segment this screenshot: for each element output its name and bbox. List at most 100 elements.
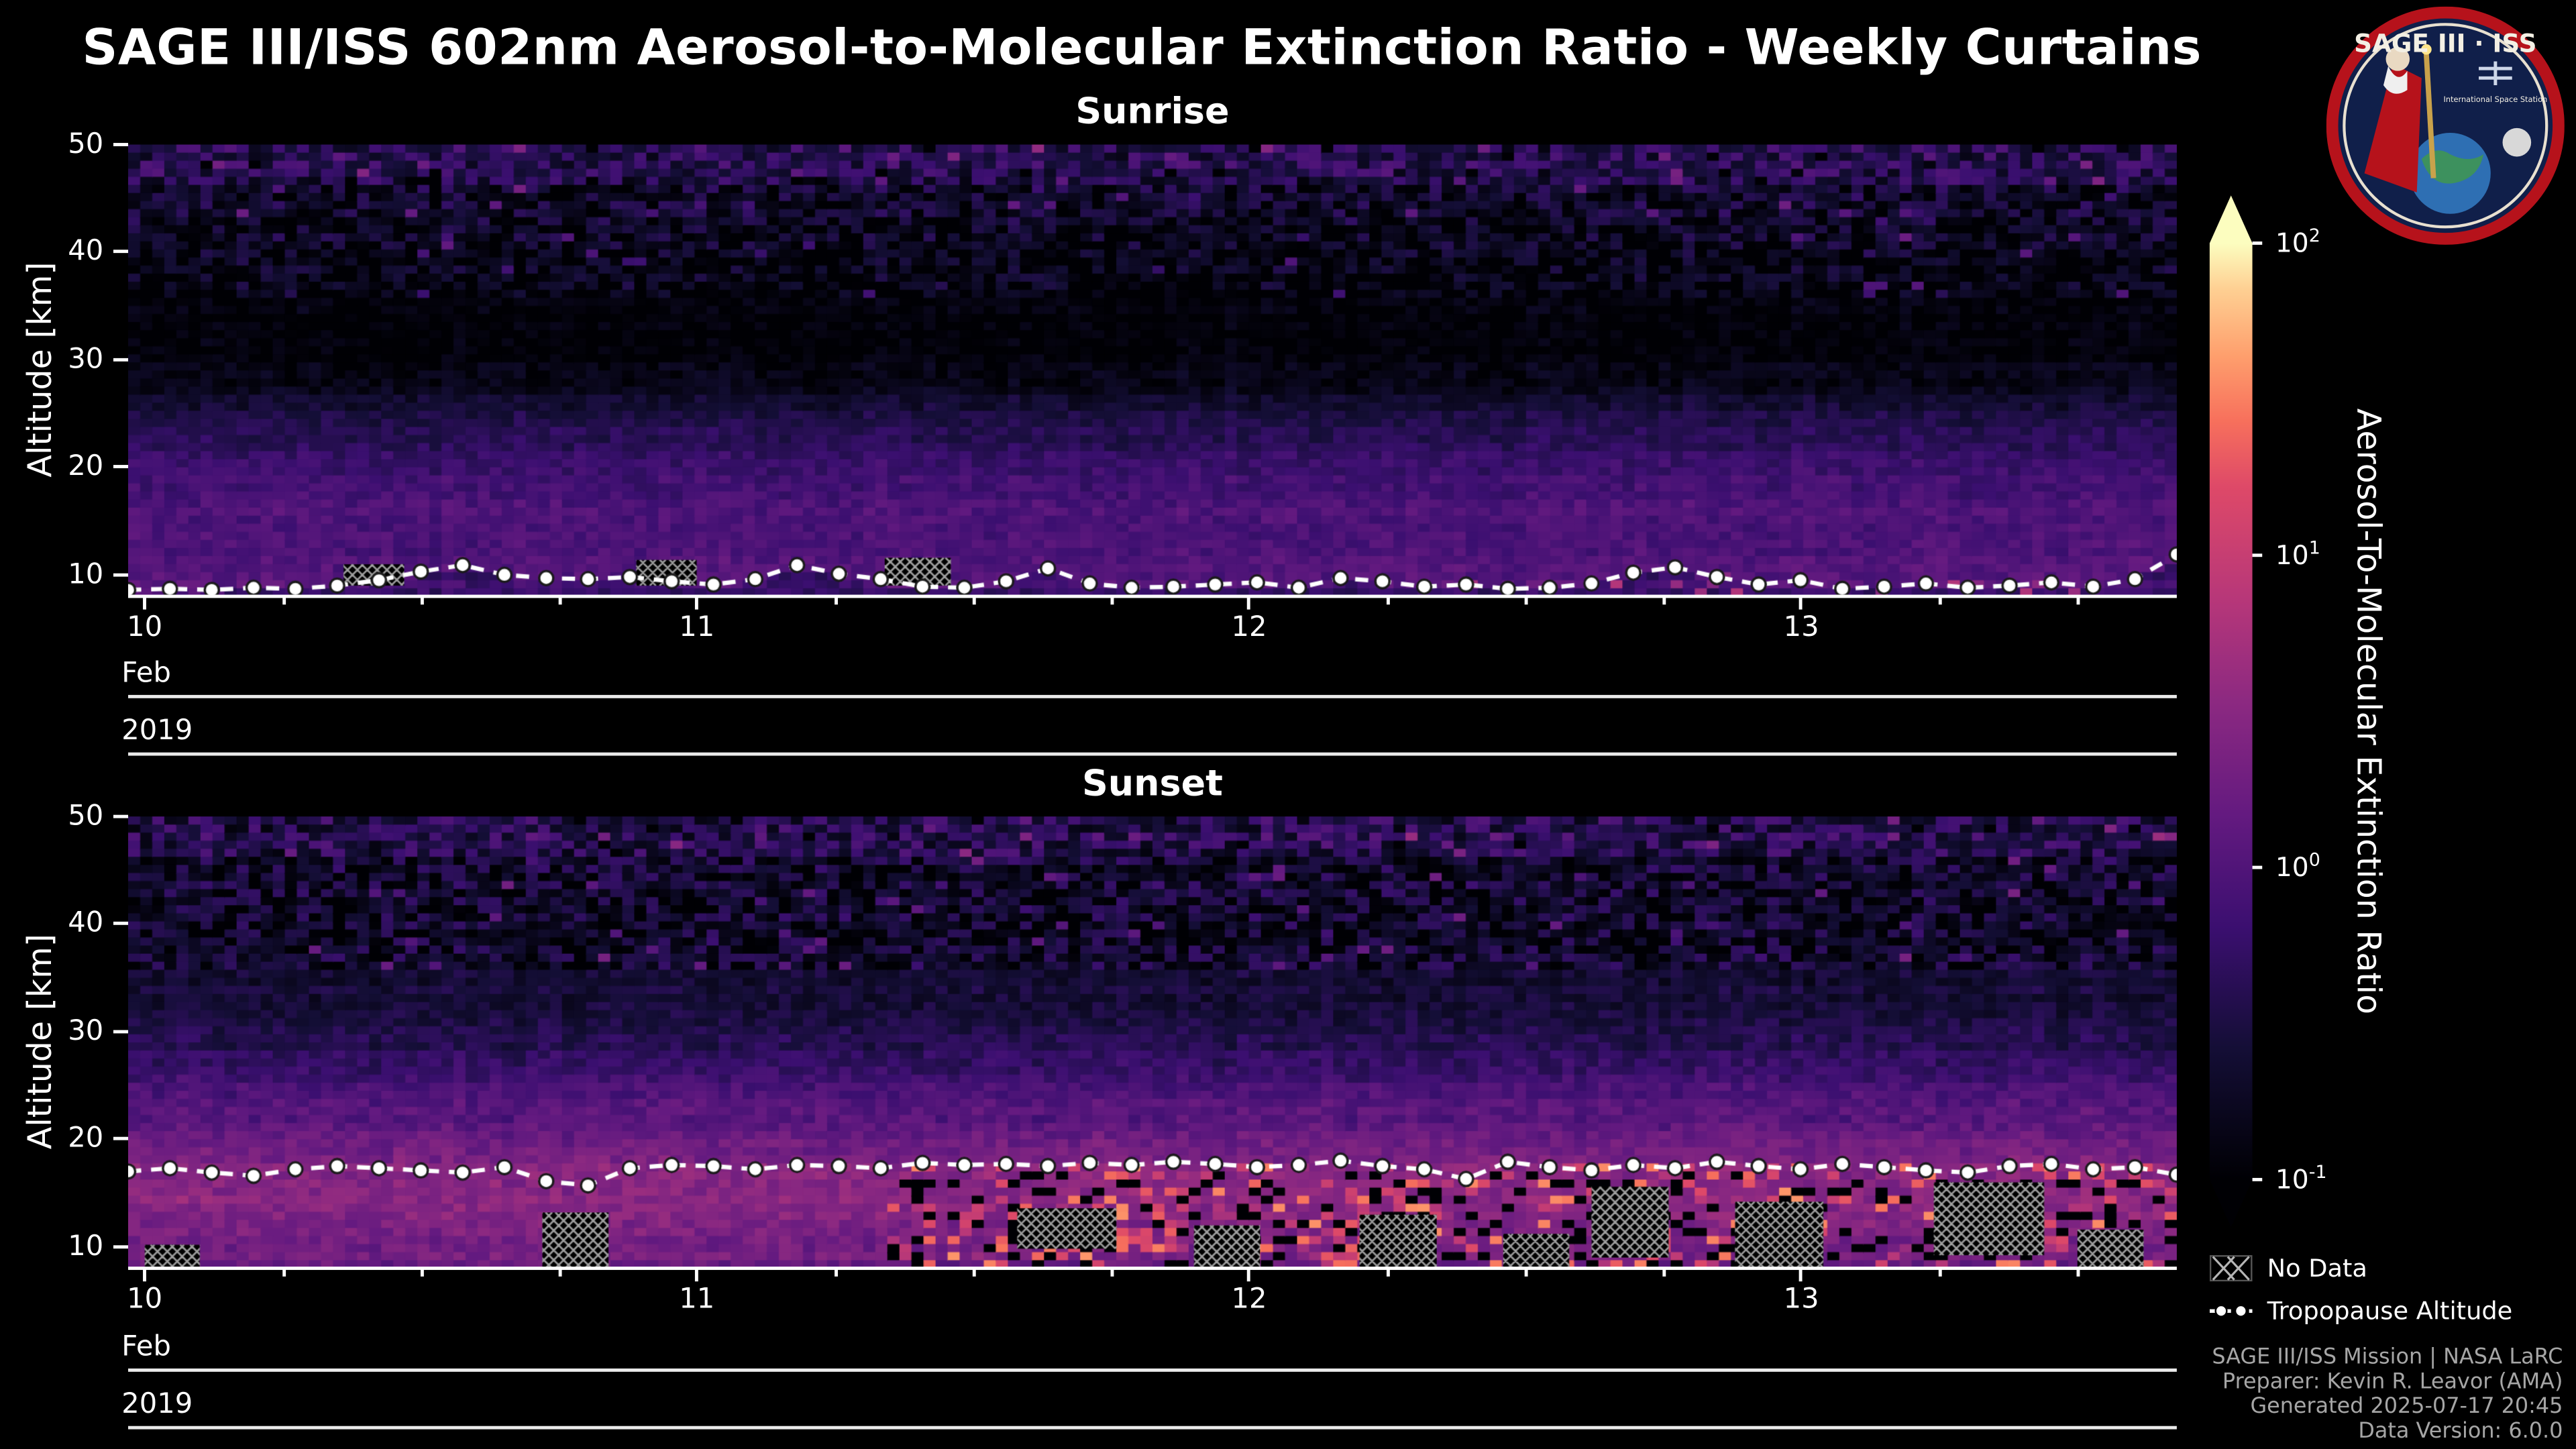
x-tick-mark — [695, 596, 699, 610]
y-axis-label-sunset: Altitude [km] — [19, 934, 60, 1150]
colorbar-tick-mark — [2252, 865, 2263, 869]
x-minor-tick-mark — [1663, 596, 1666, 605]
month-separator-line-sunrise — [128, 694, 2177, 698]
logo-staff — [2423, 54, 2436, 178]
credits-mission: SAGE III/ISS Mission | NASA LaRC — [2212, 1345, 2563, 1371]
x-tick-label: 12 — [1231, 1283, 1267, 1316]
x-tick-mark — [143, 1268, 147, 1282]
sunset-panel-title: Sunset — [1081, 763, 1223, 806]
x-minor-tick-mark — [1663, 1268, 1666, 1277]
logo-staff-star — [2421, 44, 2432, 55]
colorbar-tick-mark — [2252, 1177, 2263, 1181]
sage-iss-logo: SAGE III · ISS International Space Stati… — [2326, 6, 2565, 245]
x-minor-tick-mark — [973, 1268, 976, 1277]
x-minor-tick-mark — [1939, 1268, 1942, 1277]
x-tick-mark — [143, 596, 147, 610]
y-tick-mark — [113, 1245, 129, 1248]
year-label-sunrise: 2019 — [121, 714, 193, 748]
month-label-sunrise: Feb — [121, 657, 171, 690]
x-tick-mark — [1247, 1268, 1251, 1282]
tropopause-line-icon — [2209, 1304, 2253, 1318]
x-minor-tick-mark — [835, 1268, 838, 1277]
sunrise-heatmap — [128, 144, 2177, 596]
x-minor-tick-mark — [1525, 1268, 1528, 1277]
x-minor-tick-mark — [421, 596, 423, 605]
x-minor-tick-mark — [2077, 1268, 2080, 1277]
x-minor-tick-mark — [1525, 596, 1528, 605]
year-separator-line-sunset — [128, 1426, 2177, 1429]
y-axis-label-sunrise: Altitude [km] — [19, 262, 60, 478]
x-tick-label: 10 — [127, 1283, 163, 1316]
y-tick-mark — [113, 358, 129, 362]
x-tick-label: 13 — [1783, 611, 1819, 645]
y-tick-mark — [113, 922, 129, 926]
x-minor-tick-mark — [282, 596, 286, 605]
y-tick-mark — [113, 143, 129, 146]
x-tick-label: 11 — [679, 1283, 715, 1316]
logo-title: SAGE III · ISS — [2354, 28, 2536, 58]
colorbar-tick-label: 101 — [2275, 537, 2320, 571]
logo-wizard — [2364, 64, 2422, 193]
sunset-heatmap — [128, 816, 2177, 1269]
y-tick-label: 10 — [68, 1230, 104, 1263]
x-minor-tick-mark — [1111, 1268, 1114, 1277]
x-tick-mark — [1799, 1268, 1803, 1282]
no-data-hatch-icon — [2209, 1255, 2253, 1282]
colorbar-tick-mark — [2252, 553, 2263, 557]
logo-iss-sketch — [2479, 61, 2512, 85]
colorbar-arrow-top — [2209, 195, 2253, 244]
y-tick-mark — [113, 466, 129, 469]
legend-tropopause: Tropopause Altitude — [2209, 1296, 2513, 1326]
colorbar-tick-mark — [2252, 241, 2263, 245]
x-tick-mark — [695, 1268, 699, 1282]
x-tick-label: 11 — [679, 611, 715, 645]
x-minor-tick-mark — [559, 596, 561, 605]
logo-inner-ring — [2343, 23, 2548, 229]
credits: SAGE III/ISS Mission | NASA LaRC Prepare… — [2212, 1346, 2563, 1444]
x-tick-mark — [1799, 596, 1803, 610]
credits-preparer: Preparer: Kevin R. Leavor (AMA) — [2222, 1370, 2563, 1395]
y-tick-label: 50 — [68, 128, 104, 162]
x-minor-tick-mark — [1387, 1268, 1390, 1277]
logo-wizard-head — [2385, 47, 2410, 71]
x-minor-tick-mark — [559, 1268, 561, 1277]
x-minor-tick-mark — [421, 1268, 423, 1277]
figure-title: SAGE III/ISS 602nm Aerosol-to-Molecular … — [82, 19, 2202, 78]
x-minor-tick-mark — [1111, 596, 1114, 605]
y-tick-label: 50 — [68, 800, 104, 833]
logo-subtitle: International Space Station — [2444, 95, 2548, 104]
colorbar-tick-label: 102 — [2275, 225, 2320, 259]
colorbar-arrow-bottom — [2209, 1179, 2253, 1228]
month-label-sunset: Feb — [121, 1330, 171, 1364]
colorbar — [2209, 243, 2253, 1180]
y-tick-mark — [113, 573, 129, 577]
y-tick-mark — [113, 1137, 129, 1141]
year-label-sunset: 2019 — [121, 1388, 193, 1421]
sunrise-panel-title: Sunrise — [1075, 92, 1230, 133]
logo-moon — [2502, 127, 2532, 157]
x-tick-label: 12 — [1231, 611, 1267, 645]
x-minor-tick-mark — [1387, 596, 1390, 605]
y-tick-mark — [113, 814, 129, 818]
x-tick-label: 13 — [1783, 1283, 1819, 1316]
x-tick-label: 10 — [127, 611, 163, 645]
x-minor-tick-mark — [2077, 596, 2080, 605]
y-tick-mark — [113, 1030, 129, 1034]
logo-earth-land — [2421, 150, 2484, 184]
x-minor-tick-mark — [1939, 596, 1942, 605]
month-separator-line-sunset — [128, 1368, 2177, 1371]
legend-no-data-label: No Data — [2267, 1253, 2367, 1283]
credits-version: Data Version: 6.0.0 — [2358, 1419, 2563, 1444]
y-tick-label: 10 — [68, 558, 104, 592]
x-tick-mark — [1247, 596, 1251, 610]
x-minor-tick-mark — [973, 596, 976, 605]
credits-generated: Generated 2025-07-17 20:45 — [2250, 1395, 2563, 1419]
x-minor-tick-mark — [835, 596, 838, 605]
legend-no-data: No Data — [2209, 1253, 2367, 1283]
y-tick-mark — [113, 250, 129, 254]
colorbar-tick-label: 100 — [2275, 849, 2320, 883]
legend-tropopause-label: Tropopause Altitude — [2267, 1296, 2513, 1326]
logo-wizard-beard — [2383, 66, 2408, 94]
year-separator-line-sunrise — [128, 752, 2177, 755]
